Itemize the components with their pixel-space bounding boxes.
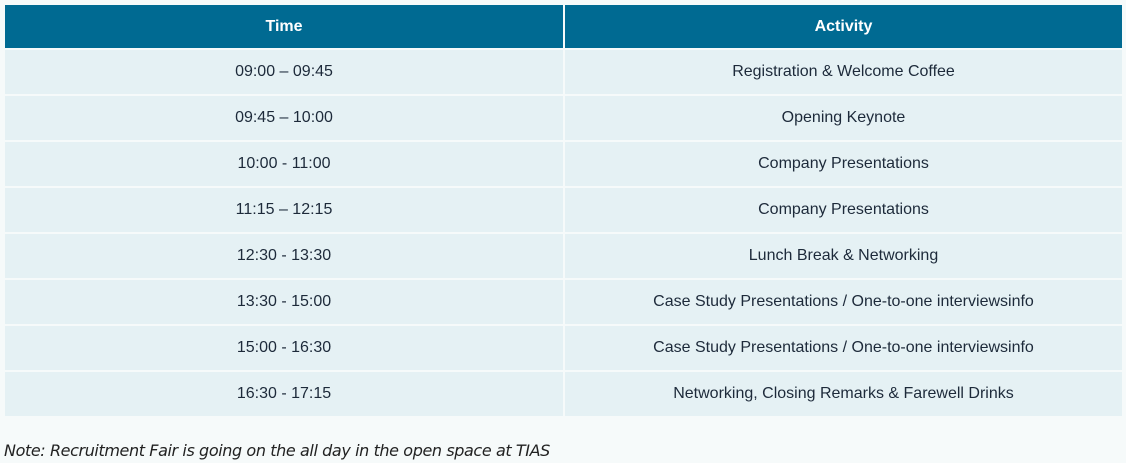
table-cell: Case Study Presentations / One-to-one in…	[565, 326, 1122, 370]
table-cell: 12:30 - 13:30	[5, 234, 563, 278]
header-row: Time Activity	[5, 5, 1122, 48]
table-row: 10:00 - 11:00 Company Presentations	[5, 142, 1122, 186]
schedule-table: Time Activity 09:00 – 09:45 Registration …	[5, 5, 1122, 418]
table-cell: Company Presentations	[565, 142, 1122, 186]
table-cell: Lunch Break & Networking	[565, 234, 1122, 278]
table-row: 09:00 – 09:45 Registration & Welcome Coff…	[5, 50, 1122, 94]
table-row: 12:30 - 13:30 Lunch Break & Networking	[5, 234, 1122, 278]
table-row: 09:45 – 10:00 Opening Keynote	[5, 96, 1122, 140]
table-row: 16:30 - 17:15 Networking, Closing Remarks…	[5, 372, 1122, 416]
table-row: 13:30 - 15:00 Case Study Presentations / …	[5, 280, 1122, 324]
table-cell: Registration & Welcome Coffee	[565, 50, 1122, 94]
table-row: 11:15 – 12:15 Company Presentations	[5, 188, 1122, 232]
table-cell: Networking, Closing Remarks & Farewell D…	[565, 372, 1122, 416]
table-cell: 10:00 - 11:00	[5, 142, 563, 186]
table-cell: 09:45 – 10:00	[5, 96, 563, 140]
table-cell: Case Study Presentations / One-to-one in…	[565, 280, 1122, 324]
table-cell: 11:15 – 12:15	[5, 188, 563, 232]
table-cell: Opening Keynote	[565, 96, 1122, 140]
header-cell: Activity	[565, 5, 1122, 48]
table-cell: 16:30 - 17:15	[5, 372, 563, 416]
table-cell: 15:00 - 16:30	[5, 326, 563, 370]
table-cell: 09:00 – 09:45	[5, 50, 563, 94]
header-cell: Time	[5, 5, 563, 48]
note: Note: Recruitment Fair is going on the a…	[4, 441, 550, 460]
table-cell: 13:30 - 15:00	[5, 280, 563, 324]
table-row: 15:00 - 16:30 Case Study Presentations / …	[5, 326, 1122, 370]
table-cell: Company Presentations	[565, 188, 1122, 232]
